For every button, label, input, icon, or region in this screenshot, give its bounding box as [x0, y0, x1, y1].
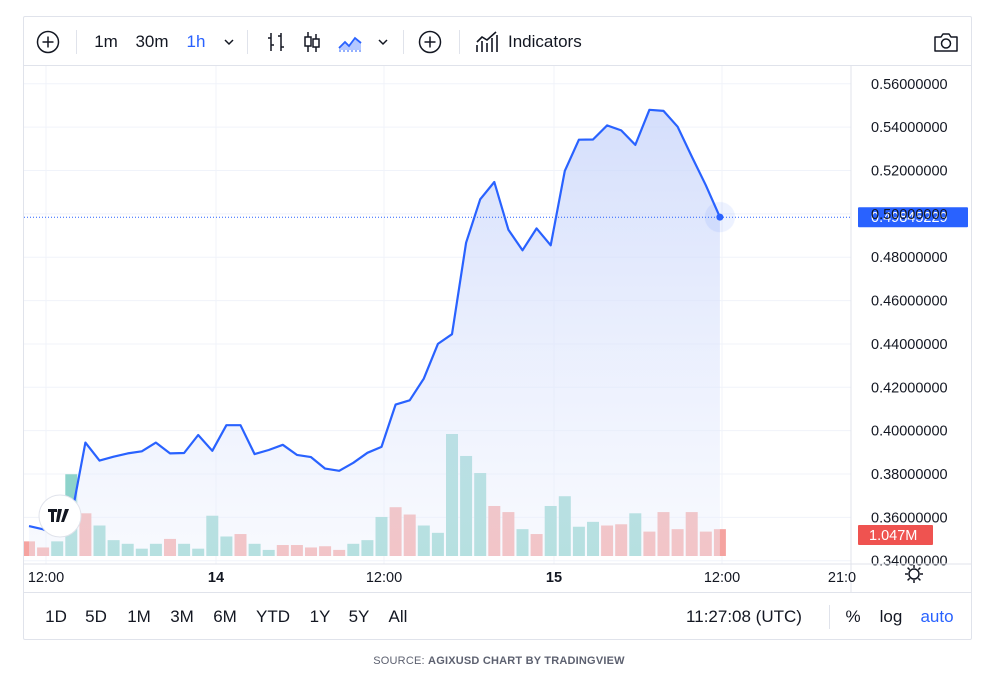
- add-symbol-button[interactable]: [34, 17, 62, 66]
- plus-circle-icon: [36, 30, 60, 53]
- time-tick-label: 15: [546, 570, 562, 586]
- gear-icon: [905, 565, 923, 583]
- price-tick-label: 0.36000000: [871, 510, 948, 526]
- range-1m-button[interactable]: 1M: [127, 607, 151, 626]
- price-tick-label: 0.56000000: [871, 77, 948, 93]
- chart-style-dropdown-button[interactable]: [372, 17, 394, 66]
- toolbar-divider: [403, 30, 404, 54]
- interval-30m-button[interactable]: 30m: [135, 31, 169, 51]
- price-tick-label: 0.50000000: [871, 207, 948, 223]
- chevron-down-icon: [224, 38, 234, 45]
- range-5d-button[interactable]: 5D: [85, 607, 107, 626]
- time-tick-label: 12:00: [28, 570, 64, 586]
- source-prefix: SOURCE:: [373, 655, 425, 667]
- range-1d-button[interactable]: 1D: [45, 607, 67, 626]
- range-6m-button[interactable]: 6M: [213, 607, 237, 626]
- compare-symbol-button[interactable]: [416, 17, 444, 66]
- toolbar-divider: [76, 30, 77, 54]
- bars-style-button[interactable]: [262, 17, 290, 66]
- toolbar-divider: [247, 30, 248, 54]
- price-tick-label: 0.52000000: [871, 163, 948, 179]
- area-style-button[interactable]: [336, 17, 364, 66]
- toolbar-divider: [459, 30, 460, 54]
- log-scale-button[interactable]: log: [879, 607, 903, 626]
- price-tick-label: 0.40000000: [871, 424, 948, 440]
- time-axis[interactable]: 12:00 14 12:00 15 12:00 21:0: [24, 563, 971, 586]
- range-ytd-button[interactable]: YTD: [256, 607, 290, 626]
- bars-chart-icon: [268, 32, 284, 51]
- top-toolbar: 1m 30m 1h Indicators: [24, 17, 971, 66]
- last-volume-tag: [858, 525, 933, 545]
- plus-circle-icon: [418, 30, 442, 53]
- time-tick-label: 12:00: [366, 570, 402, 586]
- candles-style-button[interactable]: [298, 17, 326, 66]
- interval-1h-button[interactable]: 1h: [186, 31, 206, 51]
- last-volume-label: 1.047M: [869, 528, 917, 544]
- price-tick-label: 0.48000000: [871, 250, 948, 266]
- price-tick-label: 0.42000000: [871, 380, 948, 396]
- tradingview-logo[interactable]: [38, 494, 82, 538]
- percent-scale-button[interactable]: %: [845, 607, 861, 626]
- price-line: [28, 108, 721, 536]
- auto-scale-button[interactable]: auto: [920, 607, 954, 626]
- tradingview-logo-icon: [48, 509, 69, 522]
- bottom-toolbar: 1D 5D 1M 3M 6M YTD 1Y 5Y All 11:27:08 (U…: [24, 592, 971, 640]
- range-1y-button[interactable]: 1Y: [309, 607, 331, 626]
- price-tick-label: 0.54000000: [871, 120, 948, 136]
- indicators-button[interactable]: Indicators: [474, 17, 598, 66]
- toolbar-divider: [829, 605, 830, 629]
- interval-1m-button[interactable]: 1m: [94, 31, 118, 51]
- last-price-label: 0.49845229: [871, 210, 948, 226]
- price-area-fill: [29, 109, 720, 557]
- price-tick-label: 0.34000000: [871, 554, 948, 570]
- price-area-series: [28, 108, 721, 557]
- chart-settings-button[interactable]: [905, 565, 923, 583]
- source-caption: SOURCE: AGIXUSD CHART BY TRADINGVIEW: [0, 655, 998, 667]
- source-text: AGIXUSD CHART BY TRADINGVIEW: [428, 655, 625, 667]
- range-5y-button[interactable]: 5Y: [348, 607, 370, 626]
- candles-chart-icon: [304, 31, 320, 52]
- range-3m-button[interactable]: 3M: [170, 607, 194, 626]
- range-all-button[interactable]: All: [388, 607, 408, 626]
- price-tick-label: 0.46000000: [871, 294, 948, 310]
- price-tick-label: 0.44000000: [871, 337, 948, 353]
- indicators-icon: [476, 30, 498, 52]
- area-chart-icon: [338, 36, 362, 51]
- last-price-tag: [858, 207, 968, 228]
- chevron-down-icon: [378, 38, 388, 45]
- time-tick-label: 12:00: [704, 570, 740, 586]
- interval-dropdown-button[interactable]: [218, 17, 240, 66]
- price-axis[interactable]: 0.56000000 0.54000000 0.52000000 0.50000000…: [850, 66, 948, 592]
- clock-timezone[interactable]: 11:27:08 (UTC): [686, 607, 802, 626]
- last-price-dot: [716, 213, 724, 221]
- price-tick-label: 0.38000000: [871, 467, 948, 483]
- camera-icon: [934, 32, 958, 52]
- time-tick-label: 21:0: [828, 570, 856, 586]
- chart-widget: 1m 30m 1h Indicators: [23, 16, 972, 640]
- last-price-line: 0.49845229 1.047M: [24, 202, 968, 545]
- indicators-label: Indicators: [508, 31, 582, 51]
- time-tick-label: 14: [208, 570, 224, 586]
- snapshot-button[interactable]: [930, 17, 962, 66]
